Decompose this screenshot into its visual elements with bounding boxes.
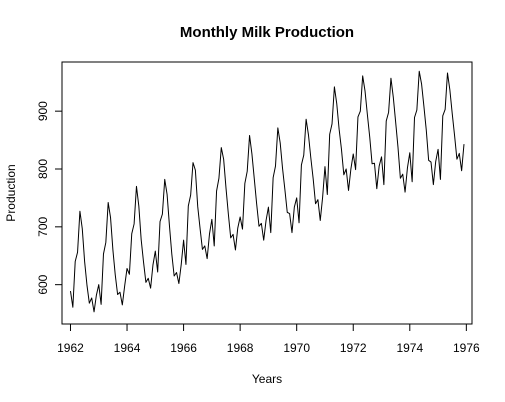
x-tick-label: 1964 (114, 341, 141, 355)
x-tick-label: 1974 (396, 341, 423, 355)
x-tick-label: 1976 (453, 341, 480, 355)
y-tick-label: 600 (36, 274, 50, 294)
series-layer (69, 70, 465, 313)
x-axis: 1962 1964 1966 1968 1970 1972 1974 1976 (57, 323, 480, 355)
y-axis-label: Production (4, 164, 18, 221)
x-tick-label: 1972 (340, 341, 367, 355)
series-line (69, 70, 465, 313)
x-tick-label: 1962 (57, 341, 84, 355)
y-tick-label: 900 (36, 101, 50, 121)
y-tick-label: 700 (36, 217, 50, 237)
x-tick-label: 1966 (170, 341, 197, 355)
x-tick-label: 1970 (283, 341, 310, 355)
chart-title: Monthly Milk Production (180, 24, 354, 41)
y-axis: 600 700 800 900 (36, 101, 63, 295)
x-axis-label: Years (252, 372, 282, 386)
plot-frame (61, 61, 473, 325)
x-tick-label: 1968 (227, 341, 254, 355)
y-tick-label: 800 (36, 159, 50, 179)
